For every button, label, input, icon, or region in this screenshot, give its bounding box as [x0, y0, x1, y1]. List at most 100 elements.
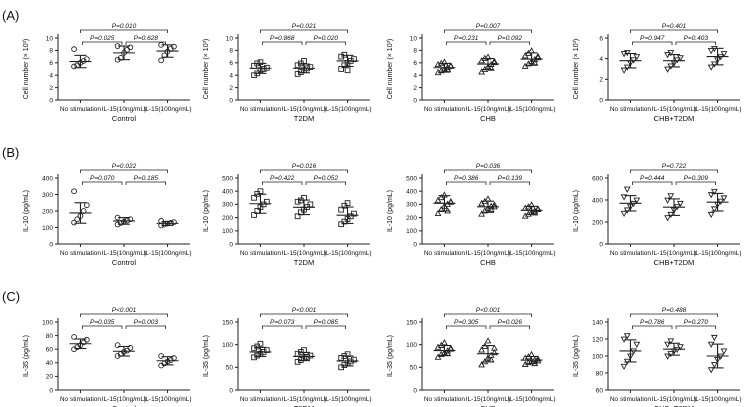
y-axis-title: IL-10 (pg/mL) — [203, 190, 210, 232]
p-value-label: P=0.231 — [454, 35, 479, 42]
y-axis-title: IL-10 (pg/mL) — [573, 190, 580, 232]
group-label: T2DM — [294, 404, 314, 407]
data-point — [484, 195, 492, 202]
p-value-label: P=0.868 — [270, 35, 295, 42]
panel-letter-a: (A) — [2, 8, 19, 23]
x-tick-label: No stimulation — [60, 250, 102, 257]
x-tick-label: No stimulation — [424, 106, 466, 113]
x-tick-label: No stimulation — [610, 106, 652, 113]
significance-bracket — [125, 41, 166, 45]
significance-bracket — [80, 313, 168, 317]
y-tick-label: 400 — [222, 189, 233, 196]
significance-bracket — [260, 313, 348, 317]
y-tick-label: 0 — [49, 241, 53, 248]
y-tick-label: 8 — [49, 48, 53, 55]
data-point — [251, 345, 257, 352]
p-value-label: P=0.016 — [292, 163, 317, 170]
p-value-label: P=0.085 — [314, 319, 339, 326]
significance-bracket — [444, 29, 532, 33]
data-point — [301, 347, 307, 353]
data-point — [710, 188, 718, 196]
y-axis-title: Cell number (× 10³) — [387, 39, 394, 100]
data-point — [171, 219, 177, 225]
data-point — [71, 188, 77, 195]
significance-bracket — [632, 41, 673, 45]
y-tick-label: 200 — [592, 219, 603, 226]
y-tick-label: 500 — [406, 175, 417, 182]
significance-bracket — [489, 41, 530, 45]
data-point — [664, 66, 672, 73]
data-point — [158, 57, 165, 64]
data-point — [127, 216, 134, 223]
data-point — [531, 209, 539, 216]
data-point — [71, 63, 77, 70]
data-point — [710, 61, 718, 68]
panel-1-1: 0 100 200 300 400 500 IL-10 (pg/mL) No stimulat… — [203, 163, 372, 267]
x-tick-label: IL-15(10ng/mL) — [102, 396, 146, 403]
y-tick-label: 120 — [592, 336, 603, 343]
p-value-label: P=0.070 — [90, 175, 115, 182]
significance-bracket — [444, 313, 532, 317]
y-tick-label: 100 — [406, 228, 417, 235]
data-point — [623, 186, 631, 193]
p-value-label: P=0.422 — [270, 175, 295, 182]
data-point — [710, 334, 718, 342]
x-tick-label: IL-15(10ng/mL) — [102, 250, 146, 257]
y-tick-label: 100 — [592, 353, 603, 360]
data-point — [434, 209, 442, 217]
data-point — [620, 194, 628, 201]
group-label: T2DM — [294, 114, 314, 123]
y-tick-label: 60 — [596, 387, 604, 394]
x-tick-label: IL-15(100ng/mL) — [144, 106, 192, 113]
data-point — [620, 67, 628, 74]
p-value-label: P=0.021 — [292, 23, 317, 30]
p-value-label: P=0.722 — [662, 163, 687, 170]
data-point — [673, 57, 681, 64]
significance-bracket — [262, 41, 303, 45]
y-axis-title: IL-35 (pg/mL) — [387, 335, 394, 377]
significance-bracket — [125, 181, 166, 185]
x-tick-label: IL-15(10ng/mL) — [282, 396, 326, 403]
significance-bracket — [446, 181, 487, 185]
data-point — [297, 69, 304, 75]
significance-bracket — [632, 181, 673, 185]
p-value-label: P=0.025 — [90, 35, 115, 42]
y-tick-label: 4 — [599, 56, 603, 63]
data-point — [484, 337, 492, 344]
data-point — [534, 205, 542, 212]
data-point — [534, 52, 542, 59]
y-tick-label: 300 — [222, 202, 233, 209]
data-point — [667, 50, 675, 57]
data-point — [664, 353, 672, 360]
y-tick-label: 4 — [49, 73, 53, 80]
x-tick-label: IL-15(100ng/mL) — [324, 250, 372, 257]
p-value-label: P=0.403 — [684, 35, 709, 42]
x-tick-label: IL-15(10ng/mL) — [652, 396, 696, 403]
data-point — [294, 213, 301, 220]
y-tick-label: 60 — [46, 347, 54, 354]
data-point — [124, 46, 131, 53]
significance-bracket — [630, 29, 718, 33]
data-point — [664, 215, 672, 222]
y-tick-label: 200 — [222, 215, 233, 222]
p-value-label: P=0.022 — [112, 163, 137, 170]
data-point — [71, 334, 77, 340]
y-tick-label: 80 — [596, 370, 604, 377]
group-label: CHB+T2DM — [654, 404, 695, 407]
y-tick-label: 4 — [229, 73, 233, 80]
data-point — [490, 58, 498, 66]
significance-bracket — [260, 169, 348, 173]
p-value-label: P<0.001 — [112, 307, 137, 314]
data-point — [667, 351, 675, 358]
significance-bracket — [80, 169, 168, 173]
panel-0-1: 0 2 4 6 8 10 Cell number (× 10³) No stimulation… — [203, 23, 372, 123]
x-tick-label: IL-15(10ng/mL) — [466, 106, 510, 113]
significance-bracket — [446, 325, 487, 329]
significance-bracket — [305, 181, 346, 185]
data-point — [478, 361, 486, 368]
data-point — [720, 51, 728, 58]
data-point — [707, 192, 715, 199]
data-point — [676, 200, 684, 208]
